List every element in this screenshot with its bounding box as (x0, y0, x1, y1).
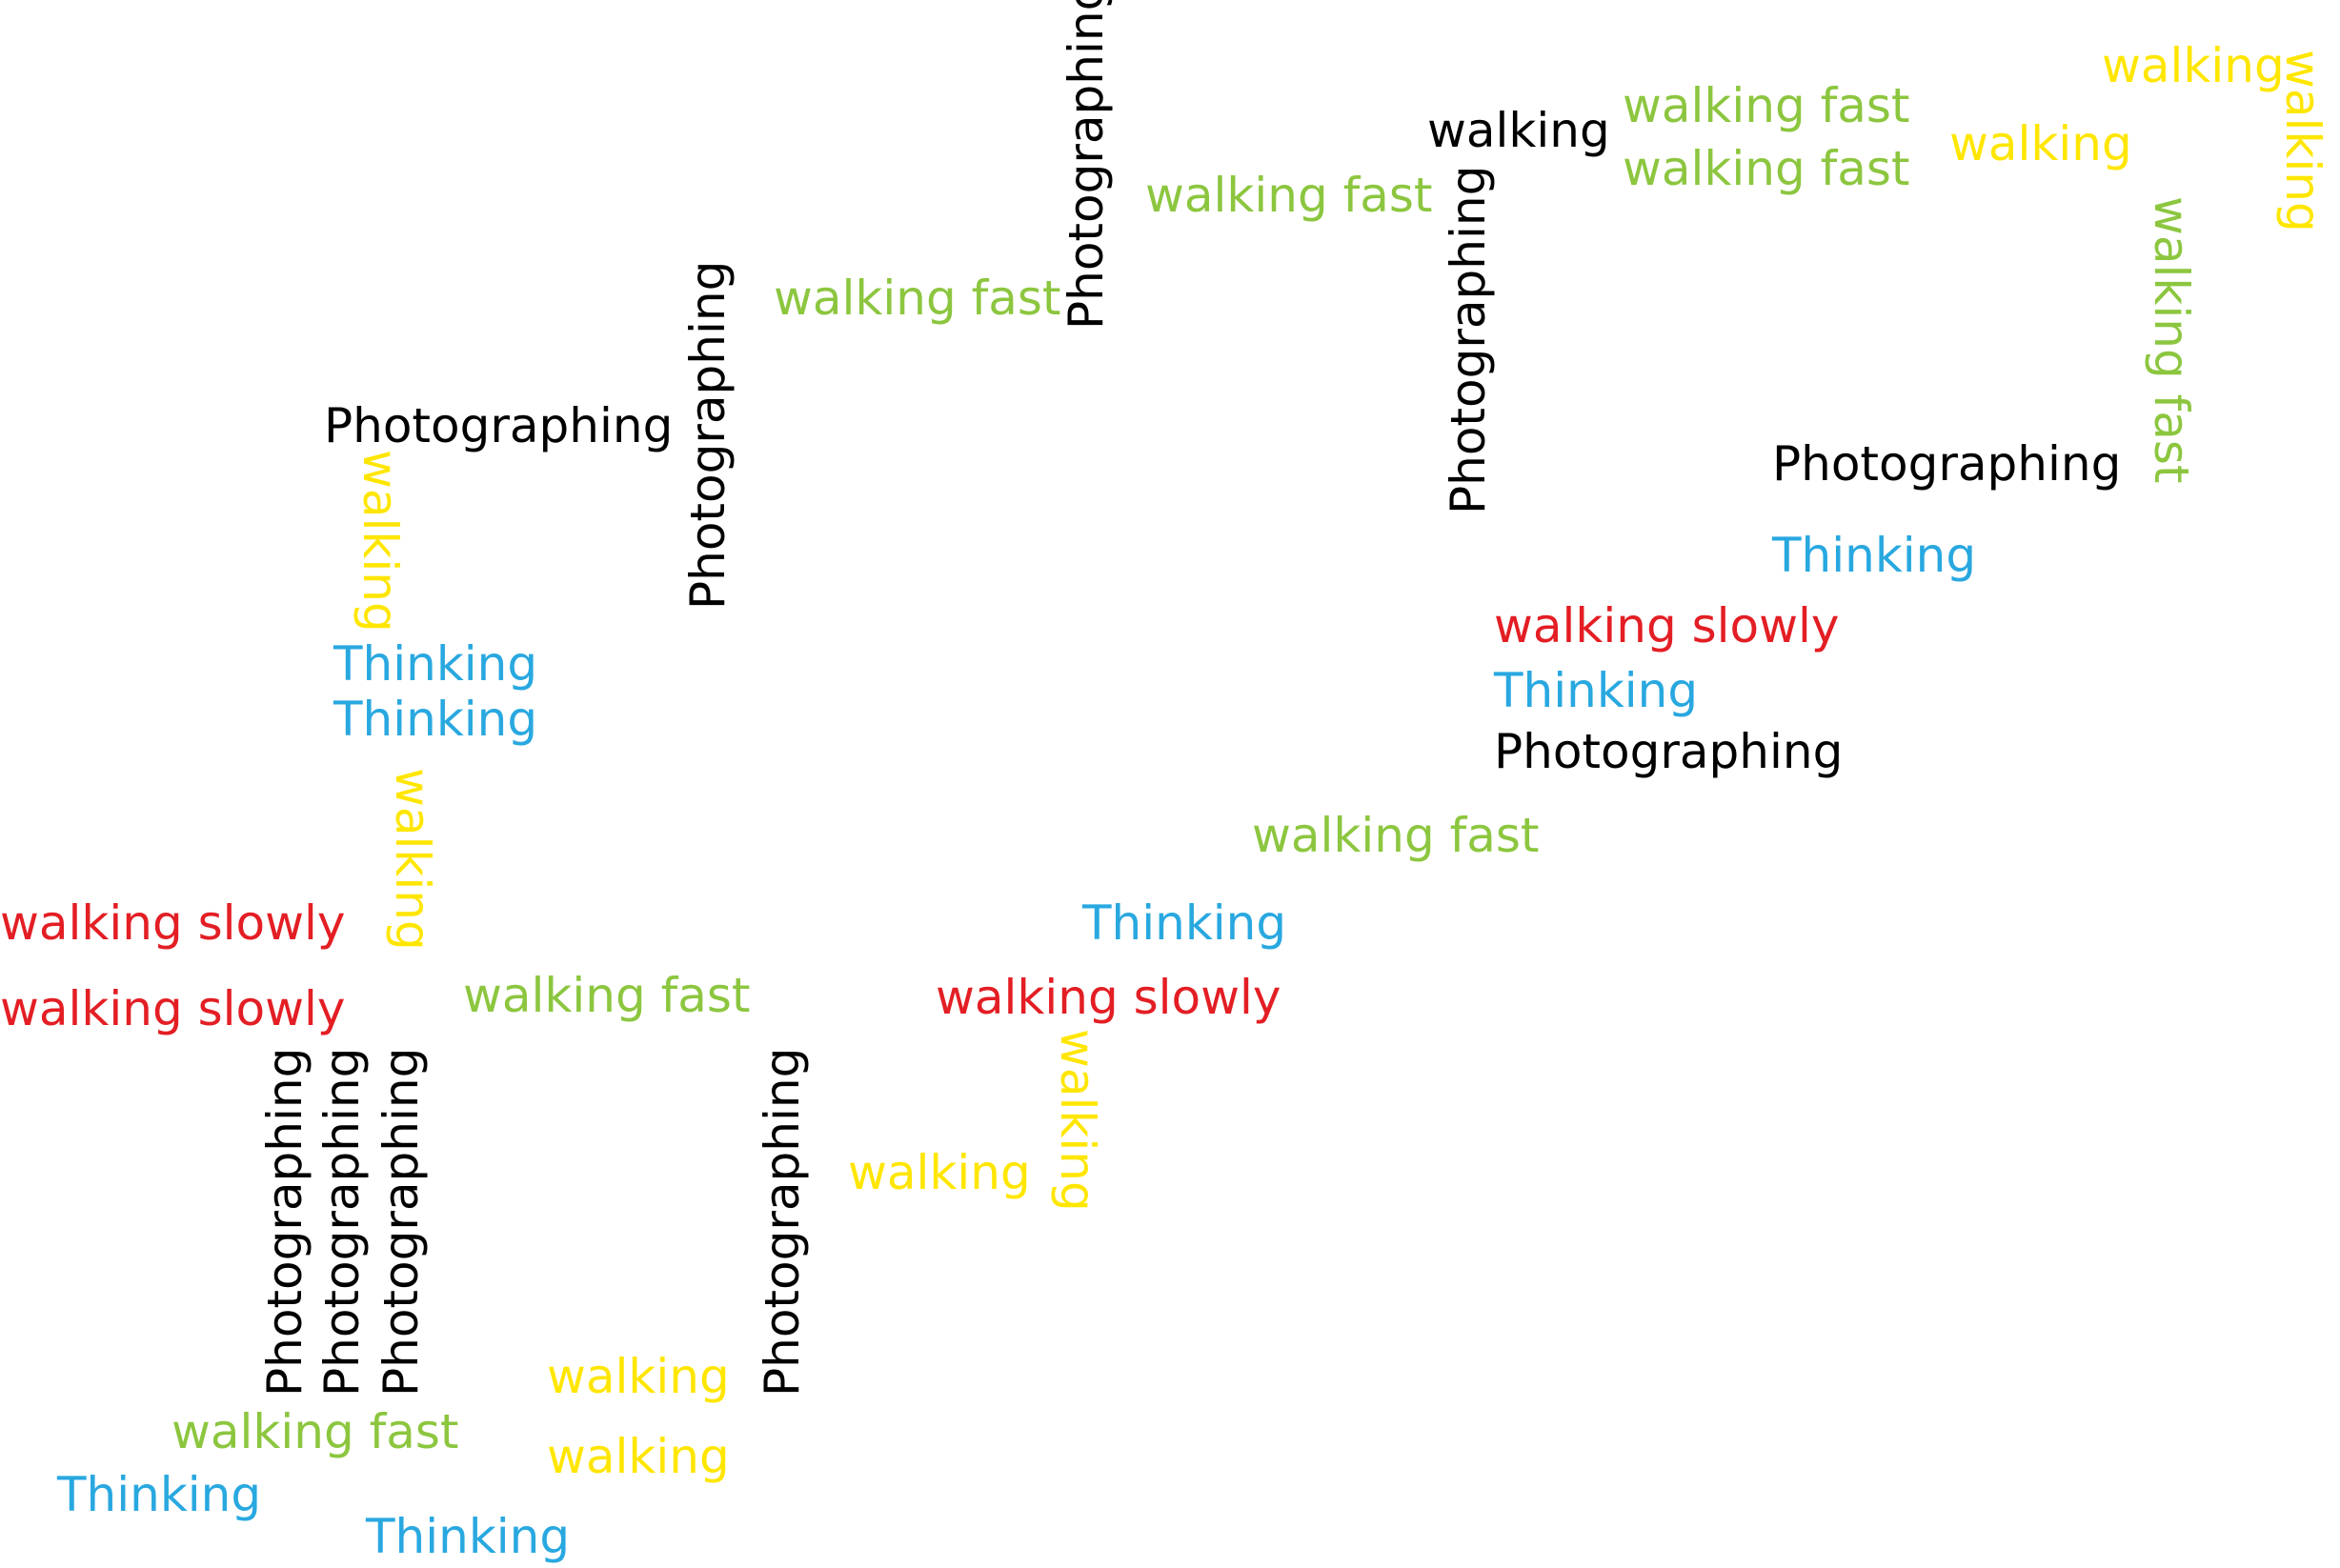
word-thinking: Thinking (1772, 528, 1977, 583)
word-walking-slowly: walking slowly (0, 895, 346, 951)
word-photographing: Photographing (755, 1047, 810, 1397)
word-walking: walking (385, 768, 440, 951)
word-walking: walking (353, 450, 408, 633)
word-photographing: Photographing (373, 1047, 429, 1397)
word-walking: walking (2275, 50, 2330, 232)
word-walking-fast: walking fast (1145, 168, 1433, 223)
word-walking-fast: walking fast (1623, 78, 1910, 133)
word-thinking: Thinking (1082, 895, 1287, 951)
word-photographing: Photographing (257, 1047, 313, 1397)
word-walking-slowly: walking slowly (1494, 598, 1840, 653)
word-thinking: Thinking (333, 636, 538, 692)
word-walking: walking (848, 1145, 1031, 1200)
word-photographing: Photographing (1494, 724, 1844, 779)
word-thinking: Thinking (1494, 663, 1699, 718)
word-walking-fast: walking fast (2144, 196, 2199, 484)
word-photographing: Photographing (1441, 165, 1496, 514)
word-photographing: Photographing (314, 1047, 370, 1397)
word-thinking: Thinking (57, 1467, 262, 1522)
word-walking: walking (547, 1429, 730, 1484)
word-walking-slowly: walking slowly (936, 970, 1281, 1025)
word-walking-fast: walking fast (774, 271, 1061, 326)
word-thinking: Thinking (366, 1509, 571, 1564)
word-photographing: Photographing (680, 260, 736, 610)
word-photographing: Photographing (324, 398, 674, 453)
word-walking-fast: walking fast (171, 1404, 459, 1459)
word-walking: walking (1949, 116, 2132, 171)
word-walking: walking (1427, 103, 1610, 158)
word-walking: walking (1050, 1029, 1105, 1212)
word-walking-fast: walking fast (463, 968, 751, 1023)
word-walking: walking (2102, 38, 2285, 93)
word-photographing: Photographing (1772, 436, 2122, 492)
word-walking-fast: walking fast (1623, 141, 1910, 196)
word-walking: walking (547, 1349, 730, 1404)
word-walking-fast: walking fast (1252, 808, 1540, 863)
word-walking-slowly: walking slowly (0, 981, 346, 1036)
word-photographing: Photographing (1059, 0, 1114, 330)
word-thinking: Thinking (333, 692, 538, 747)
